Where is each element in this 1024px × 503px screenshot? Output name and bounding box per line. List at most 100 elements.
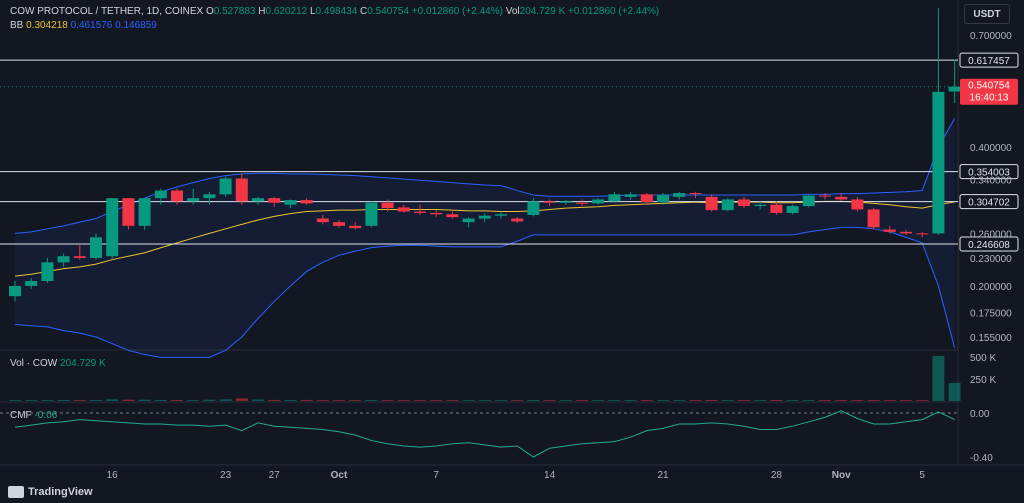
- volume-bar: [381, 400, 394, 401]
- price-axis-label: 0.175000: [970, 309, 1012, 320]
- candle-body: [576, 202, 588, 204]
- volume-bar: [300, 399, 313, 401]
- cmf-axis-label: -0.40: [970, 453, 993, 464]
- volume-bar: [802, 400, 815, 401]
- volume-bar: [414, 400, 426, 401]
- horizontal-level-label: 0.617457: [968, 56, 1010, 67]
- candle-body: [268, 198, 281, 203]
- candle-body: [381, 202, 394, 209]
- volume-bar: [624, 400, 637, 401]
- horizontal-level-label: 0.354003: [968, 168, 1010, 179]
- candle-body: [948, 86, 961, 92]
- candle-body: [754, 204, 767, 207]
- volume-bar: [527, 399, 540, 401]
- candle-body: [235, 178, 248, 202]
- candle-body: [721, 199, 734, 211]
- cmf-line: [14, 410, 955, 458]
- volume-bar: [349, 400, 362, 401]
- time-axis-label: 27: [269, 470, 281, 481]
- candle-body: [900, 231, 912, 234]
- candle-body: [252, 198, 264, 202]
- volume-bar: [511, 400, 524, 401]
- cmf-pane-value: -0.06: [34, 410, 58, 421]
- volume-bar: [284, 399, 297, 401]
- volume-bar: [495, 400, 507, 401]
- candle-body: [462, 218, 475, 223]
- volume-bar: [122, 399, 135, 401]
- volume-bar: [867, 399, 880, 401]
- volume-bar: [138, 399, 151, 401]
- bb-upper-value: 0.461576: [70, 20, 113, 31]
- volume-bar: [90, 399, 102, 401]
- volume-legend[interactable]: Vol · COW 204.729 K: [10, 358, 106, 369]
- candle-body: [559, 201, 572, 203]
- candle-body: [738, 199, 750, 207]
- candle-body: [819, 195, 831, 197]
- candle-body: [284, 200, 297, 205]
- volume-bar: [883, 400, 896, 401]
- candle-body: [786, 206, 799, 213]
- time-axis-label: Nov: [832, 470, 851, 481]
- time-axis-label: 16: [107, 470, 119, 481]
- volume-value: 204.729 K: [519, 6, 566, 17]
- candle-body: [592, 199, 605, 204]
- bb-band-fill: [15, 118, 955, 358]
- volume-bar: [203, 399, 216, 401]
- time-axis-label: 23: [220, 470, 232, 481]
- bb-legend[interactable]: BB 0.304218 0.461576 0.146859: [10, 20, 157, 31]
- volume-bar: [916, 400, 929, 401]
- candle-body: [365, 202, 378, 226]
- candle-body: [527, 201, 540, 215]
- volume-bar: [770, 399, 783, 401]
- candle-body: [511, 218, 524, 222]
- candle-body: [349, 225, 362, 229]
- volume-bar: [608, 400, 621, 401]
- volume-bar: [543, 400, 556, 401]
- candle-body: [25, 280, 38, 286]
- candle-body: [932, 91, 945, 234]
- price-axis-label: 0.200000: [970, 282, 1012, 293]
- bb-mid-value: 0.304218: [26, 20, 68, 31]
- volume-bar: [819, 400, 831, 401]
- volume-bar: [57, 399, 70, 401]
- candle-body: [106, 198, 119, 257]
- time-axis-label: 21: [657, 470, 669, 481]
- volume-axis-label: 500 K: [970, 353, 996, 364]
- candle-body: [916, 233, 929, 235]
- candle-body: [203, 194, 216, 199]
- price-axis-label: 0.340000: [970, 176, 1012, 187]
- currency-button[interactable]: USDT: [964, 4, 1010, 24]
- time-axis-label: 5: [919, 470, 925, 481]
- volume-bar: [559, 400, 572, 401]
- volume-bar: [754, 400, 767, 401]
- volume-bar: [397, 400, 410, 401]
- volume-bar: [721, 400, 734, 401]
- volume-bar: [252, 399, 264, 401]
- candle-body: [219, 178, 232, 195]
- candle-body: [770, 204, 783, 213]
- cmf-legend[interactable]: CMF -0.06: [10, 410, 57, 421]
- volume-bar: [41, 400, 54, 401]
- high-value: 0.620212: [265, 6, 308, 17]
- candle-body: [300, 200, 313, 204]
- bb-mid-line: [14, 200, 955, 277]
- candle-body: [122, 198, 135, 226]
- volume-pane-label: Vol · COW: [10, 358, 58, 369]
- candle-body: [154, 190, 167, 199]
- volume-bar: [187, 400, 200, 401]
- volume-bar: [333, 400, 345, 401]
- volume-bar: [932, 355, 945, 401]
- volume-bar: [657, 400, 669, 401]
- volume-bar: [786, 400, 799, 401]
- bb-upper-line: [14, 118, 956, 234]
- time-axis-label: 14: [544, 470, 556, 481]
- volume-bar: [592, 400, 605, 401]
- volume-bar: [106, 399, 119, 401]
- volume-bar: [738, 400, 750, 401]
- candle-body: [495, 214, 507, 216]
- tradingview-logo[interactable]: TradingView: [8, 486, 93, 498]
- horizontal-level-label: 0.304702: [968, 198, 1010, 209]
- low-value: 0.498434: [315, 6, 358, 17]
- candle-body: [478, 215, 491, 219]
